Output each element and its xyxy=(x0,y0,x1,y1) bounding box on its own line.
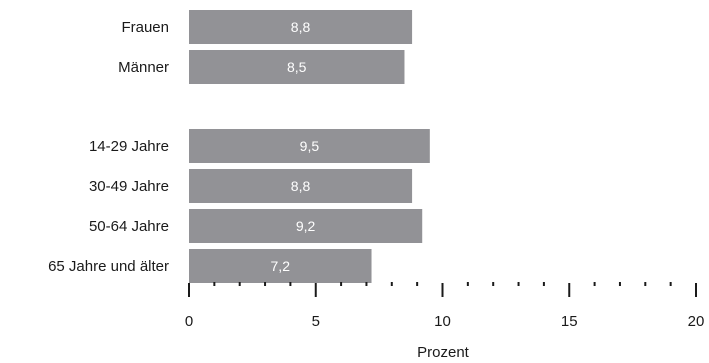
category-label: 50-64 Jahre xyxy=(89,218,169,235)
bar-männer xyxy=(189,50,405,84)
tick-label: 10 xyxy=(434,313,451,330)
bar-30-49-jahre xyxy=(189,169,413,203)
bar-frauen xyxy=(189,10,413,44)
bar-value-label: 9,2 xyxy=(296,218,316,234)
category-label: Männer xyxy=(118,59,169,76)
tick-label: 15 xyxy=(561,313,578,330)
bar-value-label: 8,8 xyxy=(291,19,311,35)
bars-layer: 8,8 Frauen 8,5 Männer 9,5 14-29 Jahre 8,8 30-49… xyxy=(48,10,430,283)
category-label: 14-29 Jahre xyxy=(89,138,169,155)
bar-65-jahre-und-älter xyxy=(189,249,372,283)
category-label: 65 Jahre und älter xyxy=(48,258,169,275)
category-label: Frauen xyxy=(121,19,169,36)
x-axis-title: Prozent xyxy=(417,344,470,361)
x-axis: 0 5 10 15 20 xyxy=(185,282,705,330)
tick-label: 20 xyxy=(688,313,705,330)
bar-value-label: 8,5 xyxy=(287,59,307,75)
bar-value-label: 8,8 xyxy=(291,178,311,194)
bar-14-29-jahre xyxy=(189,129,430,163)
bar-value-label: 7,2 xyxy=(271,258,291,274)
bar-50-64-jahre xyxy=(189,209,423,243)
tick-label: 5 xyxy=(312,313,320,330)
category-label: 30-49 Jahre xyxy=(89,178,169,195)
tick-label: 0 xyxy=(185,313,193,330)
bar-value-label: 9,5 xyxy=(300,138,320,154)
